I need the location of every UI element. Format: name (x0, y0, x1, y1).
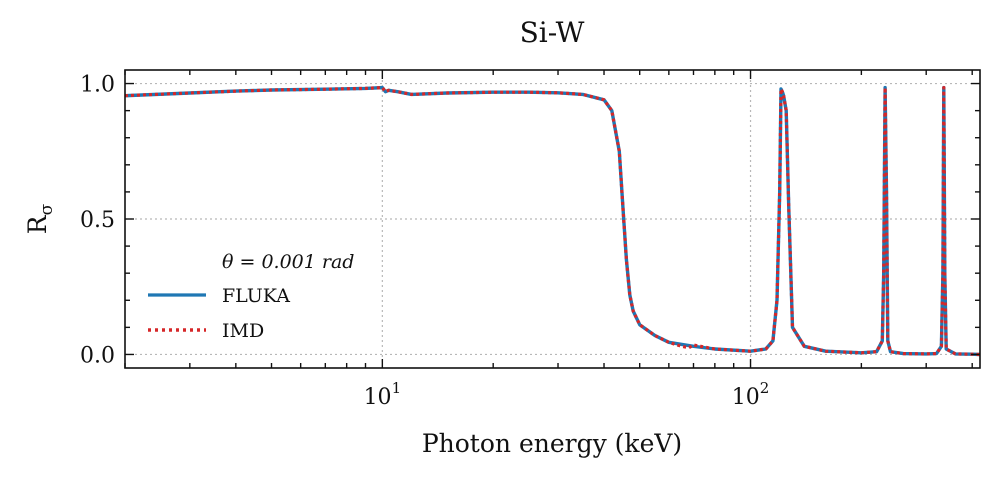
x-tick-label: 102 (732, 379, 770, 410)
x-axis-label: Photon energy (keV) (422, 429, 682, 458)
series-line-fluka (124, 85, 981, 357)
x-tick-label-base: 10 (732, 385, 760, 410)
legend-label-imd: IMD (222, 320, 264, 342)
legend: θ = 0.001 rad FLUKA IMD (148, 251, 354, 342)
y-axis-label: Rσ (23, 203, 57, 234)
y-axis-label-base: R (23, 214, 52, 234)
series-layer (124, 85, 981, 357)
legend-label-fluka: FLUKA (222, 285, 290, 307)
y-axis-label-sub: σ (37, 203, 57, 215)
y-tick-label: 0.5 (80, 208, 115, 233)
y-tick-label: 0.0 (80, 343, 115, 368)
legend-title: θ = 0.001 rad (222, 251, 354, 273)
chart-title: Si-W (520, 16, 585, 49)
x-tick-label-base: 10 (364, 385, 392, 410)
tick-layer (124, 70, 980, 368)
x-tick-label-exp: 2 (760, 379, 770, 397)
x-tick-label-exp: 1 (392, 379, 402, 397)
x-tick-label: 101 (364, 379, 402, 410)
series-line-imd (124, 85, 981, 357)
y-tick-label: 1.0 (80, 73, 115, 98)
